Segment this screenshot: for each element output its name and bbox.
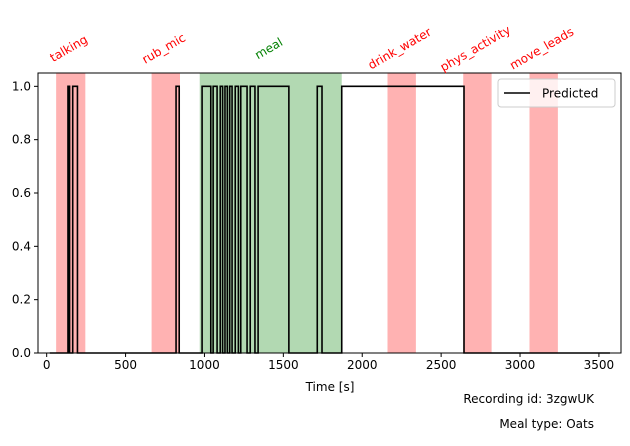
- y-axis: 0.0 0.2 0.4 0.6 0.8 1.0: [12, 79, 38, 360]
- x-tick-label: 1500: [268, 358, 299, 372]
- x-tick-label: 500: [114, 358, 137, 372]
- event-span-drink-water: [387, 73, 416, 353]
- event-span-move-leads: [529, 73, 558, 353]
- x-tick-label: 1000: [189, 358, 220, 372]
- legend-box: [497, 78, 616, 108]
- y-tick-label: 0.2: [12, 293, 31, 307]
- x-axis-label: Time [s]: [305, 380, 355, 394]
- y-tick-label: 0.6: [12, 186, 31, 200]
- plot-frame: [37, 72, 622, 354]
- y-tick-label: 1.0: [12, 79, 31, 93]
- recording-id-text: Recording id: 3zgwUK: [463, 392, 595, 406]
- y-tick-label: 0.4: [12, 239, 31, 253]
- y-tick-label: 0.8: [12, 133, 31, 147]
- x-tick-label: 3500: [584, 358, 615, 372]
- y-tick-label: 0.0: [12, 346, 31, 360]
- event-span-talking: [56, 73, 86, 353]
- x-tick-label: 2500: [426, 358, 457, 372]
- legend-label: Predicted: [542, 87, 598, 101]
- x-tick-label: 0: [43, 358, 51, 372]
- x-axis: 0 500 1000 1500 2000 2500 3000 3500: [43, 353, 614, 372]
- legend: Predicted: [497, 78, 616, 108]
- x-tick-label: 3000: [505, 358, 536, 372]
- event-span-phys-activity: [463, 73, 492, 353]
- meal-type-text: Meal type: Oats: [499, 417, 594, 431]
- x-tick-label: 2000: [347, 358, 378, 372]
